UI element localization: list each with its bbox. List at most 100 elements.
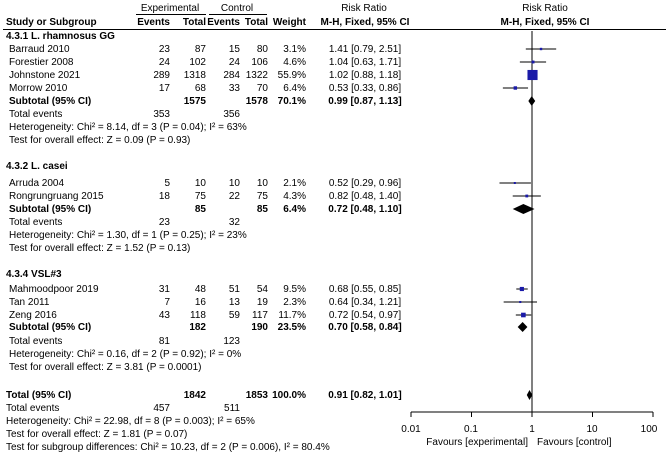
total-events-ctrl: 356 xyxy=(223,109,240,120)
plot-header-method: M-H, Fixed, 95% CI xyxy=(500,17,590,28)
exp-events: 289 xyxy=(153,70,170,81)
ctrl-events: 24 xyxy=(228,57,240,68)
ctrl-total: 75 xyxy=(256,191,268,202)
risk-ratio-ci: 0.64 [0.34, 1.21] xyxy=(328,297,402,308)
weight: 4.6% xyxy=(283,57,306,68)
axis-tick-label: 100 xyxy=(640,424,658,435)
exp-total: 16 xyxy=(194,297,206,308)
ctrl-total: 10 xyxy=(256,178,268,189)
study-point xyxy=(527,69,538,81)
overall-effect-text: Test for overall effect: Z = 3.81 (P = 0… xyxy=(9,362,202,373)
study-point xyxy=(519,300,522,304)
study-name: Arruda 2004 xyxy=(9,178,65,189)
subtotal-ctrl-total: 1578 xyxy=(245,96,268,107)
ctrl-events: 15 xyxy=(228,44,240,55)
weight: 4.3% xyxy=(283,191,306,202)
weight: 55.9% xyxy=(277,70,306,81)
risk-ratio-ci: 0.68 [0.55, 0.85] xyxy=(328,284,402,295)
subtotal-weight: 23.5% xyxy=(277,322,306,333)
header-rule xyxy=(3,29,666,30)
exp-events: 43 xyxy=(158,310,170,321)
total-events-exp: 81 xyxy=(158,336,170,347)
study-point xyxy=(521,312,526,318)
subtotal-label: Subtotal (95% CI) xyxy=(9,322,92,333)
subtotal-exp-total: 182 xyxy=(189,322,206,333)
subtotal-diamond xyxy=(528,96,536,106)
ctrl-total: 1322 xyxy=(245,70,268,81)
total-events-exp: 23 xyxy=(158,217,170,228)
overall-diamond xyxy=(526,390,533,400)
subtotal-ctrl-total: 85 xyxy=(256,204,268,215)
subtotal-label: Subtotal (95% CI) xyxy=(9,96,92,107)
axis-tick-label: 0.1 xyxy=(464,424,478,435)
heterogeneity-text: Heterogeneity: Chi² = 22.98, df = 8 (P =… xyxy=(6,416,255,427)
weight: 6.4% xyxy=(283,83,306,94)
exp-total: 48 xyxy=(194,284,206,295)
total-events-label: Total events xyxy=(6,403,60,414)
risk-ratio-ci: 0.53 [0.33, 0.86] xyxy=(328,83,402,94)
ctrl-total: 80 xyxy=(256,44,268,55)
weight: 2.1% xyxy=(283,178,306,189)
total-events-label: Total events xyxy=(9,336,63,347)
total-exp-total: 1842 xyxy=(183,390,206,401)
study-name: Barraud 2010 xyxy=(9,44,70,55)
subtotal-diamond xyxy=(517,322,528,332)
risk-ratio-ci: 0.52 [0.29, 0.96] xyxy=(328,178,402,189)
study-name: Zeng 2016 xyxy=(9,310,57,321)
study-point xyxy=(525,194,529,198)
exp-events: 18 xyxy=(158,191,170,202)
study-name: Rongrungruang 2015 xyxy=(9,191,104,202)
ctrl-events: 13 xyxy=(228,297,240,308)
exp-total: 10 xyxy=(194,178,206,189)
exp-events: 5 xyxy=(164,178,170,189)
study-name: Tan 2011 xyxy=(9,297,50,308)
total-events-exp: 353 xyxy=(153,109,170,120)
ctrl-events: 33 xyxy=(228,83,240,94)
exp-total: 1318 xyxy=(183,70,206,81)
header-ctrl-events: Events xyxy=(207,17,240,28)
study-name: Mahmoodpoor 2019 xyxy=(9,284,99,295)
total-events-ctrl: 511 xyxy=(224,403,240,414)
weight: 11.7% xyxy=(278,310,306,321)
risk-ratio-ci: 1.04 [0.63, 1.71] xyxy=(328,57,402,68)
total-label: Total (95% CI) xyxy=(6,390,72,401)
study-point xyxy=(539,47,543,51)
ctrl-events: 51 xyxy=(228,284,240,295)
axis-tick-label: 10 xyxy=(586,424,598,435)
subtotal-ci: 0.72 [0.48, 1.10] xyxy=(328,204,402,215)
heterogeneity-text: Heterogeneity: Chi² = 1.30, df = 1 (P = … xyxy=(9,230,247,241)
total-events-exp: 457 xyxy=(153,403,170,414)
header-risk-ratio: Risk Ratio xyxy=(341,3,387,14)
weight: 3.1% xyxy=(283,44,306,55)
subtotal-ci: 0.70 [0.58, 0.84] xyxy=(328,322,402,333)
total-events-label: Total events xyxy=(9,109,63,120)
weight: 2.3% xyxy=(283,297,306,308)
header-experimental-underline xyxy=(136,14,206,15)
heterogeneity-text: Heterogeneity: Chi² = 8.14, df = 3 (P = … xyxy=(9,122,247,133)
ctrl-total: 54 xyxy=(256,284,268,295)
header-control-underline xyxy=(209,14,267,15)
exp-events: 7 xyxy=(164,297,170,308)
overall-effect-text: Test for overall effect: Z = 1.81 (P = 0… xyxy=(6,429,188,440)
header-control: Control xyxy=(220,3,254,14)
exp-total: 118 xyxy=(190,310,206,321)
axis-tick-label: 0.01 xyxy=(401,424,421,435)
ctrl-events: 10 xyxy=(228,178,240,189)
ctrl-total: 70 xyxy=(256,83,268,94)
subtotal-weight: 6.4% xyxy=(283,204,306,215)
favours-control-label: Favours [control] xyxy=(537,437,612,448)
exp-events: 31 xyxy=(158,284,170,295)
subtotal-weight: 70.1% xyxy=(277,96,306,107)
header-exp-total: Total xyxy=(182,17,206,28)
ctrl-total: 106 xyxy=(251,57,268,68)
total-weight: 100.0% xyxy=(272,390,306,401)
subgroup-title: 4.3.2 L. casei xyxy=(6,161,68,172)
subgroup-differences-text: Test for subgroup differences: Chi² = 10… xyxy=(6,442,330,453)
exp-events: 23 xyxy=(158,44,170,55)
axis-tick-label: 1 xyxy=(529,424,535,435)
exp-events: 24 xyxy=(158,57,170,68)
exp-total: 68 xyxy=(194,83,206,94)
study-point xyxy=(531,60,535,64)
favours-experimental-label: Favours [experimental] xyxy=(426,437,528,448)
